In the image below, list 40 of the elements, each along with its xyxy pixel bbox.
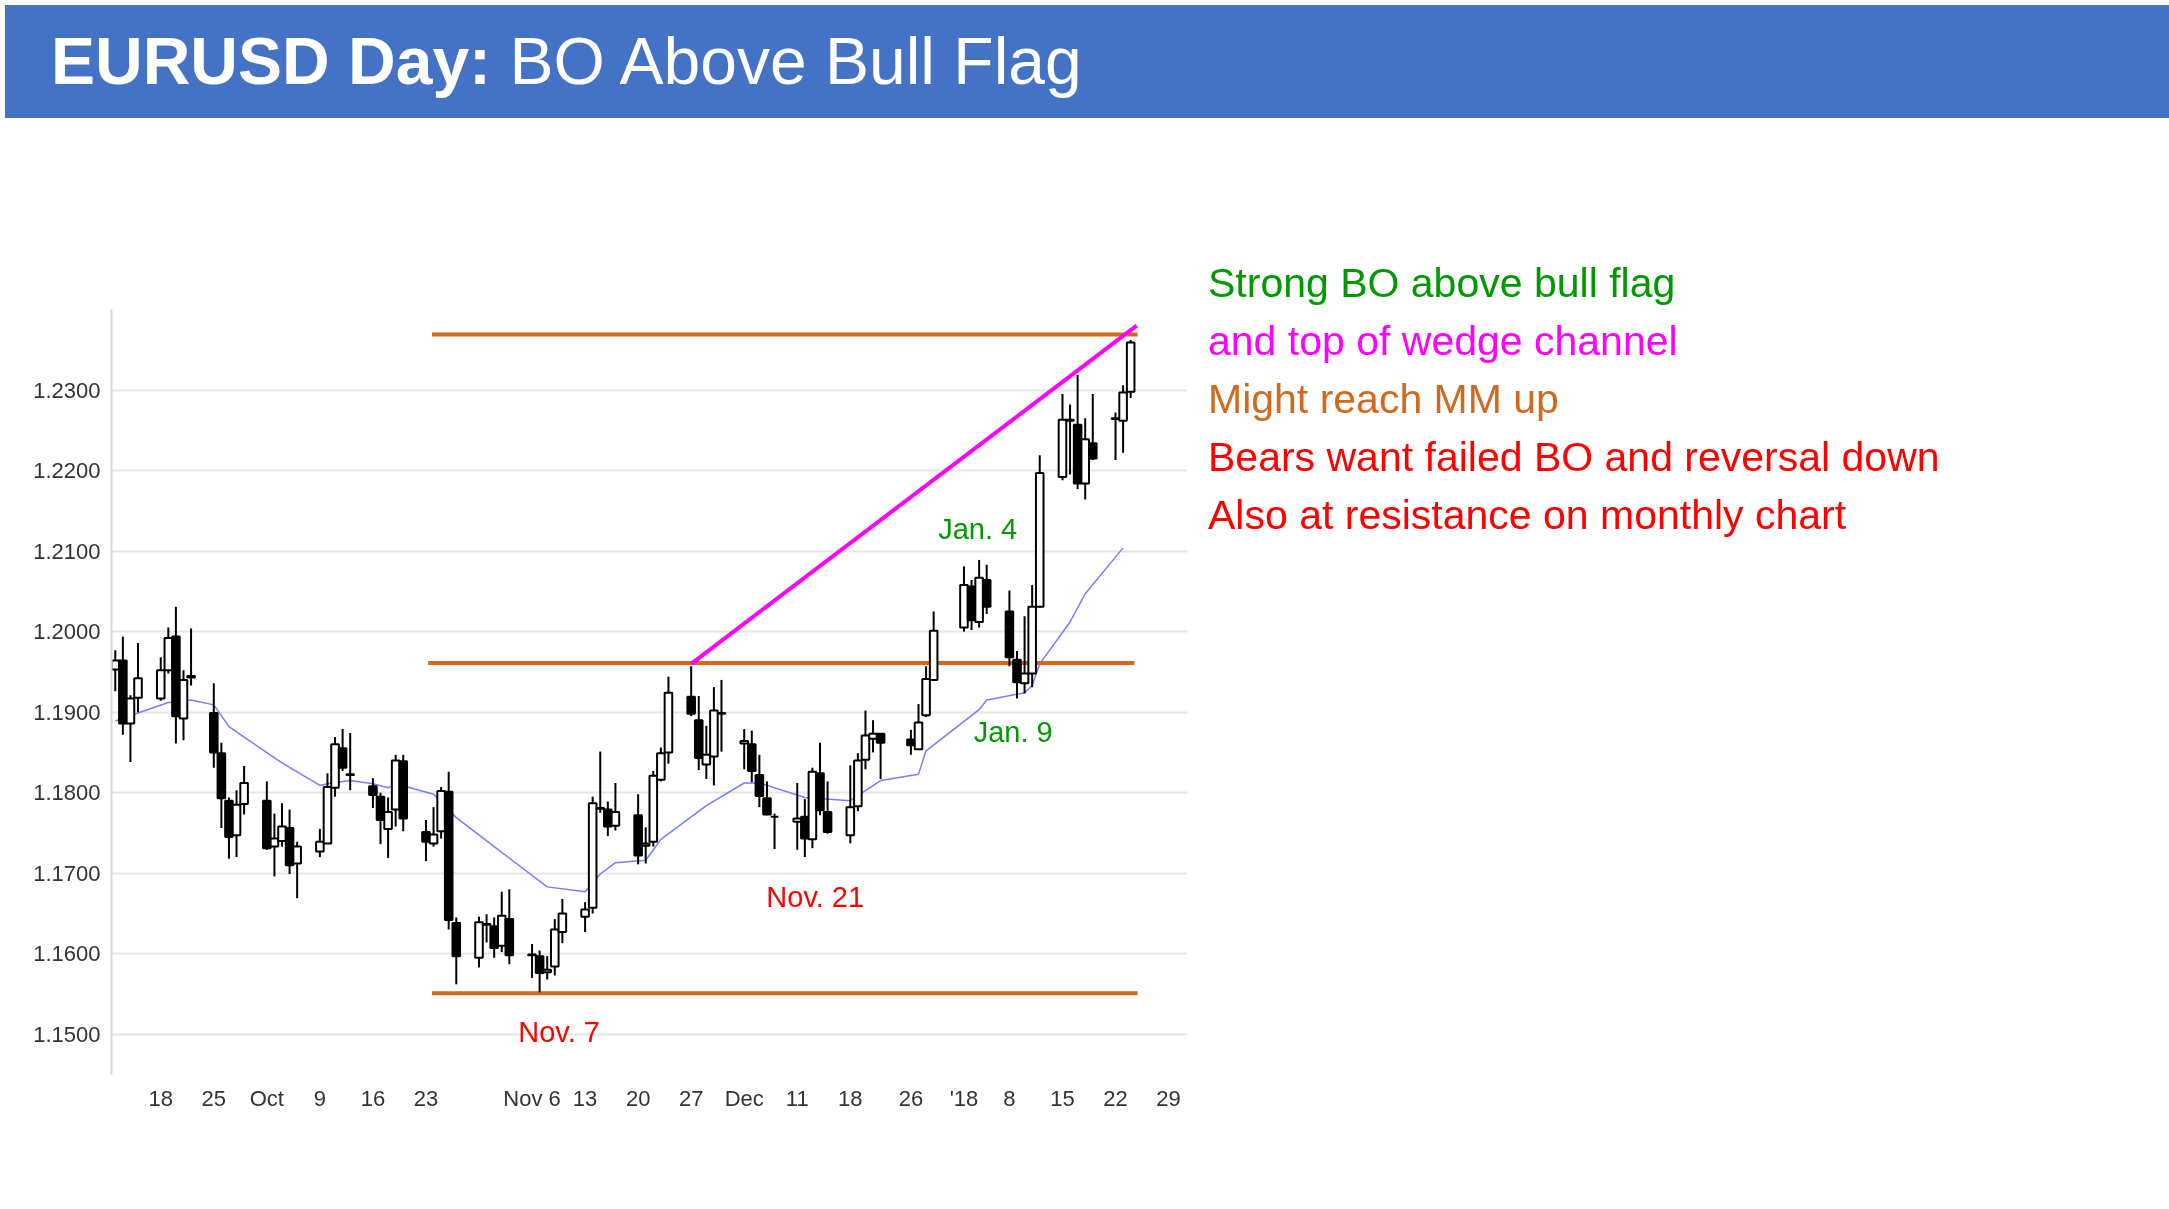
text: Might reach MM up: [1208, 375, 1560, 424]
x-tick-label: 18: [148, 1085, 173, 1111]
y-tick-label: 1.1500: [33, 1021, 101, 1047]
x-tick-label: 11: [785, 1085, 809, 1111]
x-tick-label: 13: [572, 1085, 598, 1111]
annotation: Jan. 4: [938, 513, 1018, 546]
annotation: Nov. 7: [518, 1015, 600, 1048]
x-tick-label: Dec: [724, 1085, 764, 1111]
y-tick-label: 1.2000: [33, 619, 101, 645]
y-tick-label: 1.2100: [33, 538, 101, 564]
x-tick-label: 25: [201, 1085, 227, 1111]
x-tick-label: '18: [949, 1085, 979, 1111]
x-tick-label: 18: [838, 1085, 863, 1111]
y-tick-label: 1.2200: [33, 458, 101, 484]
y-tick-label: 1.1600: [33, 941, 101, 967]
text: Bears want failed BO and reversal down: [1208, 433, 1940, 482]
text: and top of wedge channel: [1208, 317, 1679, 366]
y-tick-label: 1.1700: [33, 860, 101, 886]
x-tick-label: Oct: [249, 1085, 284, 1111]
chart-title: EURUSD Day: BO Above Bull Flag: [51, 23, 1082, 100]
x-tick-label: 27: [678, 1085, 704, 1111]
y-tick-label: 1.2300: [33, 377, 101, 403]
candlestick: [686, 665, 696, 718]
x-tick-label: Nov 6: [503, 1085, 561, 1111]
text: Also at resistance on monthly chart: [1208, 491, 1848, 540]
x-tick-label: 16: [360, 1085, 386, 1111]
x-tick-label: 9: [313, 1085, 327, 1111]
x-tick-label: 8: [1003, 1085, 1016, 1111]
candlestick: [345, 732, 355, 792]
annotation: Nov. 21: [766, 881, 865, 914]
x-tick-label: 22: [1103, 1085, 1128, 1111]
x-tick-label: 29: [1156, 1085, 1181, 1111]
text: Strong BO above bull flag: [1208, 259, 1677, 308]
y-tick-label: 1.1800: [33, 780, 101, 806]
x-tick-label: 26: [898, 1085, 924, 1111]
x-tick-label: 15: [1050, 1085, 1075, 1111]
annotation: Jan. 9: [973, 715, 1053, 748]
x-tick-label: 20: [625, 1085, 651, 1111]
y-tick-label: 1.1900: [33, 699, 101, 725]
x-tick-label: 23: [413, 1085, 439, 1111]
